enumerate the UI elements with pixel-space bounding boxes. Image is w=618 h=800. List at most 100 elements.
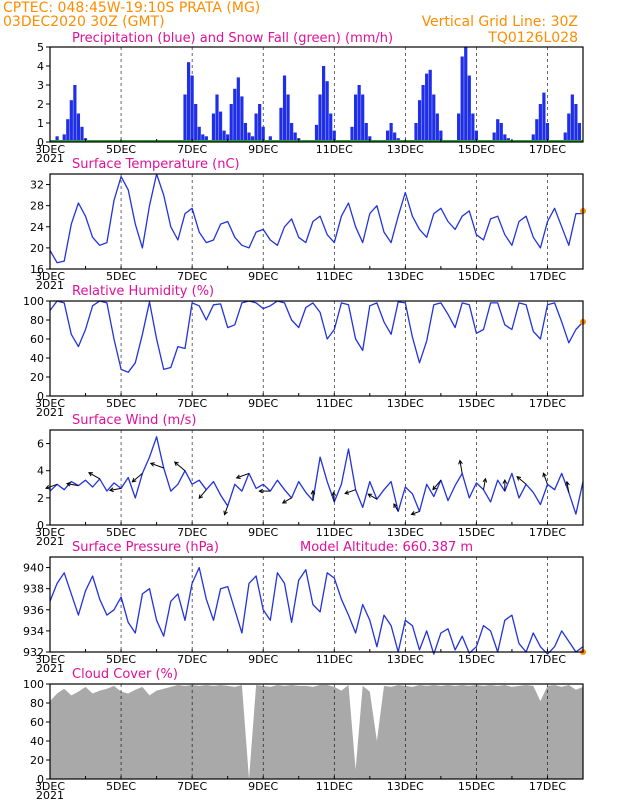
date-tick-label: 11DEC (316, 270, 353, 283)
wind-arrow-head (458, 459, 463, 465)
precip-bar (233, 88, 237, 142)
precip-bar (574, 104, 578, 142)
date-tick-label: 3DEC (35, 526, 65, 539)
year-stub-label: 2021 (36, 535, 64, 548)
date-tick-label: 15DEC (458, 653, 495, 666)
wind-arrow-head (223, 510, 228, 516)
date-tick-label: 15DEC (458, 143, 495, 156)
wind-arrow-head (542, 472, 547, 478)
precip-bar (258, 104, 262, 142)
wind-arrow (174, 461, 186, 472)
precip-bar (563, 132, 567, 142)
precip-bar (417, 100, 422, 142)
precip-title: Precipitation (blue) and Snow Fall (gree… (72, 31, 393, 46)
y-tick-label: 4 (37, 60, 44, 73)
series-line (49, 566, 584, 655)
y-tick-label: 60 (30, 333, 44, 346)
precip-bar (240, 96, 244, 142)
wind-title: Surface Wind (m/s) (72, 413, 196, 428)
cloud-panel: Cloud Cover (%) 3DEC 5DEC 7DEC 9DEC 11DEC 13D… (23, 667, 584, 800)
precip-bar (190, 75, 194, 142)
model-altitude: Model Altitude: 660.387 m (300, 540, 473, 555)
pressure-panel: Surface Pressure (hPa) Model Altitude: 6… (23, 540, 586, 675)
precip-bar (55, 136, 59, 142)
precip-bar (314, 124, 319, 142)
y-tick-label: 60 (30, 716, 44, 729)
date-tick-label: 9DEC (248, 143, 278, 156)
precip-bar (290, 123, 294, 142)
precip-panel: Precipitation (blue) and Snow Fall (gree… (35, 31, 584, 165)
precip-bar (350, 126, 354, 142)
wind-arrow (150, 462, 164, 469)
wind-frame (49, 429, 584, 526)
date-tick-label: 7DEC (177, 143, 207, 156)
series-line (49, 436, 584, 515)
pressure-title: Surface Pressure (hPa) (72, 540, 219, 555)
wind-arrow-head (367, 493, 373, 498)
precip-bar (421, 85, 425, 142)
date-tick-label: 13DEC (387, 397, 424, 410)
precip-bar (503, 134, 507, 142)
y-tick-label: 938 (23, 583, 44, 596)
pressure-axis: 3DEC 5DEC 7DEC 9DEC 11DEC 13DEC 15DEC 17DEC 2021… (23, 562, 566, 675)
precip-bar (204, 136, 208, 142)
date-tick-label: 5DEC (106, 653, 136, 666)
y-tick-label: 0 (37, 773, 44, 786)
precip-bar (293, 132, 297, 142)
wind-arrow-head (198, 494, 204, 500)
precip-bar (432, 94, 436, 142)
wind-arrow (236, 472, 250, 479)
wind-arrow (411, 510, 420, 515)
precip-bar (226, 134, 230, 142)
date-tick-label: 17DEC (529, 270, 566, 283)
precip-bar (353, 94, 358, 142)
wind-arrow-head (88, 472, 93, 477)
wind-arrow (66, 483, 79, 487)
precip-bar (428, 69, 432, 142)
temperature-grid (120, 174, 548, 269)
y-tick-label: 2 (37, 98, 44, 111)
precip-bar (201, 134, 205, 142)
precip-bar (229, 104, 233, 142)
precip-bars (55, 47, 582, 143)
y-tick-label: 20 (30, 242, 44, 255)
wind-arrows (45, 459, 570, 516)
date-tick-label: 7DEC (177, 397, 207, 410)
precip-bar (467, 75, 471, 142)
humidity-axis: 3DEC 5DEC 7DEC 9DEC 11DEC 13DEC 15DEC 17DEC 2021… (23, 295, 566, 419)
precip-bar (250, 136, 255, 142)
precip-bar (194, 104, 198, 142)
date-tick-label: 11DEC (316, 653, 353, 666)
y-tick-label: 0 (37, 519, 44, 532)
wind-arrow (542, 473, 548, 485)
wind-arrow-head (310, 489, 316, 495)
date-tick-label: 7DEC (177, 780, 207, 793)
cloud-cover-area (50, 685, 583, 779)
date-tick-label: 17DEC (529, 780, 566, 793)
y-tick-label: 40 (30, 735, 44, 748)
date-tick-label: 11DEC (316, 526, 353, 539)
wind-arrow (566, 481, 570, 493)
humidity-title: Relative Humidity (%) (72, 284, 214, 299)
y-tick-label: 936 (23, 604, 44, 617)
precip-bar (279, 107, 283, 142)
y-tick-label: 0 (37, 136, 44, 149)
date-tick-label: 3DEC (35, 143, 65, 156)
date-tick-label: 5DEC (106, 397, 136, 410)
precip-bar (361, 94, 365, 142)
precip-bar (76, 113, 81, 142)
precip-bar (286, 94, 290, 142)
precip-bar (545, 123, 550, 142)
pressure-frame (49, 556, 584, 653)
temperature-frame (49, 173, 584, 270)
precip-bar (499, 123, 503, 142)
humidity-panel: Relative Humidity (%) 3DEC 5DEC 7DEC 9DEC 11… (23, 284, 586, 419)
precip-bar (460, 56, 464, 142)
precip-bar (492, 132, 496, 142)
date-tick-label: 9DEC (248, 270, 278, 283)
wind-arrow (393, 503, 399, 512)
wind-arrow-head (516, 476, 522, 481)
precip-bar (268, 136, 272, 142)
y-tick-label: 20 (30, 754, 44, 767)
